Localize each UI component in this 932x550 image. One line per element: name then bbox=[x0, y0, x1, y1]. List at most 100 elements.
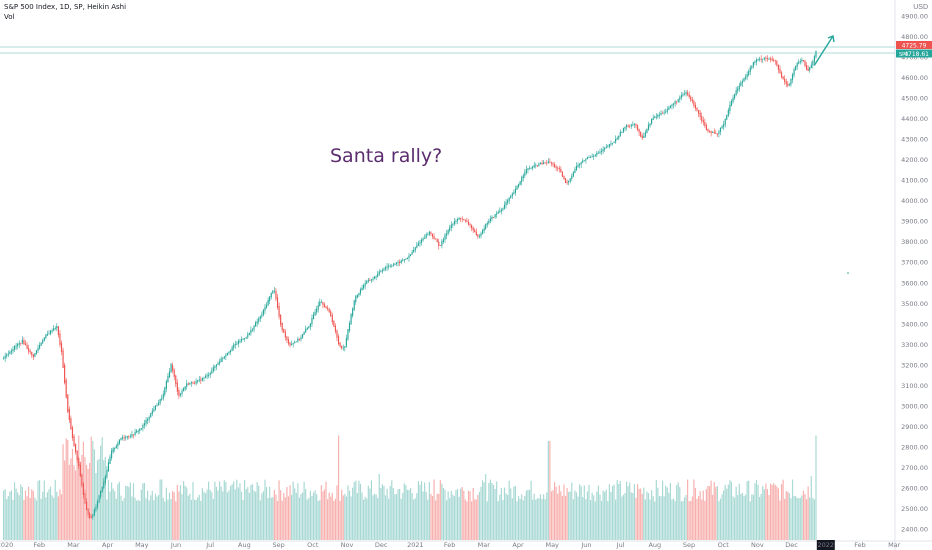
volume-bar bbox=[348, 490, 351, 540]
candle-body bbox=[765, 57, 767, 59]
candle-body bbox=[322, 302, 324, 305]
candle-body bbox=[577, 164, 579, 167]
candle-body bbox=[200, 379, 202, 381]
candle-body bbox=[633, 123, 635, 125]
candle-body bbox=[275, 290, 277, 299]
volume-bar bbox=[178, 491, 180, 540]
volume-bar bbox=[743, 496, 745, 540]
volume-bar bbox=[314, 490, 316, 540]
candle-body bbox=[571, 175, 573, 179]
volume-bar bbox=[339, 500, 341, 540]
candle-body bbox=[807, 68, 809, 71]
volume-bar bbox=[677, 482, 679, 540]
candle-body bbox=[651, 119, 653, 124]
volume-bar bbox=[217, 490, 219, 540]
candle-body bbox=[546, 162, 548, 164]
x-tick-label: Dec bbox=[785, 541, 798, 549]
volume-bar bbox=[710, 480, 712, 540]
candle-body bbox=[724, 118, 726, 125]
volume-bar bbox=[571, 482, 573, 540]
volume-bar bbox=[399, 489, 401, 540]
candle-body bbox=[497, 211, 499, 214]
candle-body bbox=[716, 133, 718, 135]
candle-body bbox=[384, 267, 387, 270]
volume-bar bbox=[90, 436, 92, 540]
price-badge-upper-text: 4725.79 bbox=[902, 43, 927, 50]
volume-bar bbox=[478, 491, 481, 540]
candle-body bbox=[391, 265, 393, 267]
volume-bar bbox=[386, 488, 388, 540]
candle-body bbox=[795, 65, 797, 71]
volume-bar bbox=[466, 501, 468, 540]
candle-body bbox=[301, 334, 304, 338]
volume-bar bbox=[103, 460, 105, 540]
candle-body bbox=[228, 351, 230, 354]
candle-body bbox=[140, 428, 142, 430]
volume-bar bbox=[807, 486, 809, 540]
legend-volume-label: Vol bbox=[4, 13, 15, 21]
candle-body bbox=[647, 124, 650, 130]
y-tick-label: 4400.00 bbox=[901, 115, 928, 123]
candle-body bbox=[45, 334, 47, 338]
candle-body bbox=[632, 124, 634, 126]
volume-bar bbox=[157, 494, 160, 540]
candle-body bbox=[627, 125, 629, 127]
volume-bar bbox=[436, 493, 438, 540]
candle-body bbox=[773, 60, 775, 62]
volume-bar bbox=[394, 494, 396, 540]
volume-bar bbox=[697, 495, 700, 540]
volume-bar bbox=[370, 480, 373, 540]
candle-body bbox=[450, 224, 452, 229]
x-tick-label: 2022 bbox=[818, 541, 835, 549]
annotation-text[interactable]: Santa rally? bbox=[330, 145, 443, 167]
price-badge-lower-text: 4718.61 bbox=[904, 51, 929, 58]
candle-body bbox=[356, 295, 358, 298]
candle-body bbox=[751, 66, 753, 69]
volume-bar bbox=[810, 476, 812, 540]
candle-body bbox=[162, 393, 164, 399]
volume-bar bbox=[762, 486, 764, 540]
volume-bar bbox=[106, 499, 108, 540]
candle-body bbox=[557, 167, 559, 169]
volume-bar bbox=[325, 481, 327, 540]
candle-body bbox=[611, 142, 614, 144]
candle-body bbox=[574, 169, 576, 173]
volume-bar bbox=[111, 482, 113, 540]
volume-bar bbox=[633, 484, 635, 540]
candle-body bbox=[661, 113, 664, 115]
candle-body bbox=[32, 354, 34, 358]
volume-bar bbox=[492, 484, 495, 540]
y-tick-label: 3800.00 bbox=[901, 238, 928, 246]
volume-bar bbox=[640, 488, 642, 540]
volume-bar bbox=[771, 484, 773, 540]
volume-bar bbox=[389, 485, 391, 540]
y-tick-label: 3700.00 bbox=[901, 259, 928, 267]
candle-body bbox=[430, 232, 432, 234]
volume-bar bbox=[588, 484, 590, 540]
volume-bar bbox=[201, 488, 203, 540]
volume-bar bbox=[517, 496, 520, 540]
x-tick-label: Jun bbox=[170, 541, 181, 549]
volume-bar bbox=[561, 495, 563, 540]
candle-body bbox=[128, 436, 130, 438]
candle-body bbox=[132, 434, 135, 436]
x-tick-label: Mar bbox=[478, 541, 491, 549]
candle-body bbox=[466, 220, 468, 223]
volume-bar bbox=[514, 485, 517, 540]
candle-body bbox=[203, 377, 205, 379]
volume-bar bbox=[727, 484, 729, 540]
candle-body bbox=[582, 160, 584, 163]
volume-bar bbox=[557, 493, 559, 540]
candle-body bbox=[225, 354, 227, 357]
candle-body bbox=[9, 352, 11, 355]
candle-body bbox=[187, 383, 189, 385]
candle-body bbox=[560, 168, 562, 173]
volume-bar bbox=[255, 491, 257, 540]
volume-bar bbox=[212, 498, 214, 540]
volume-bar bbox=[651, 490, 653, 540]
candle-body bbox=[433, 236, 435, 239]
candle-body bbox=[569, 178, 571, 182]
candle-body bbox=[622, 127, 625, 133]
